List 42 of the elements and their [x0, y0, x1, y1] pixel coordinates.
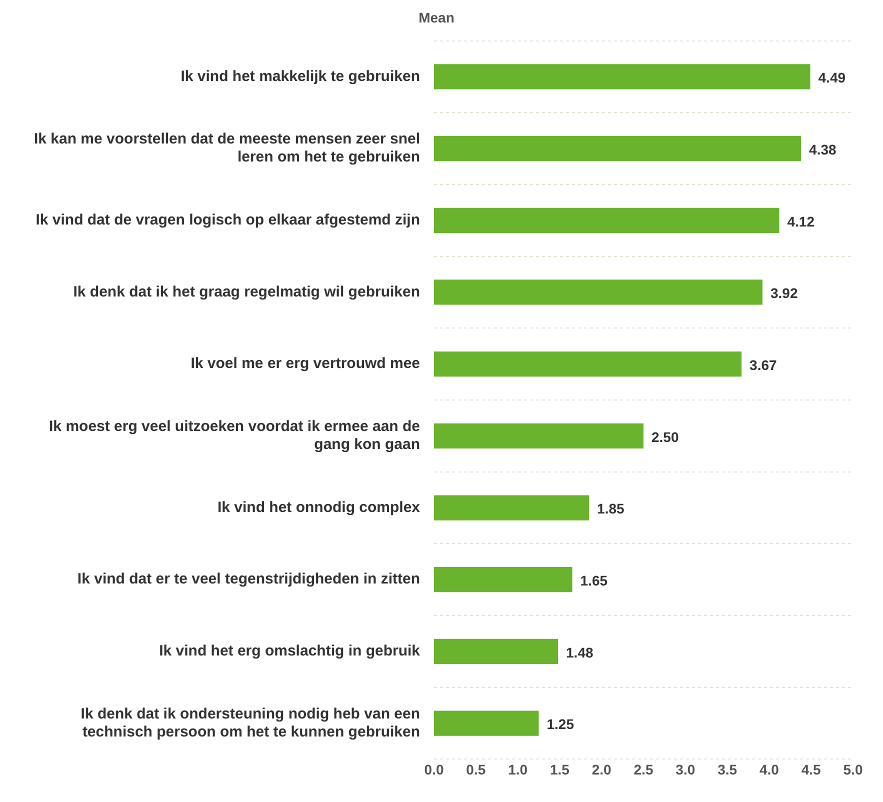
x-tick-label: 1.0: [508, 761, 528, 778]
y-tick-label: Ik voel me er erg vertrouwd mee: [190, 355, 420, 372]
data-label: 1.85: [597, 500, 624, 517]
y-tick-label: Ik denk dat ik het graag regelmatig wil gebruiken: [73, 283, 420, 300]
data-label: 4.12: [787, 213, 815, 230]
data-label: 1.48: [566, 644, 594, 660]
y-tick-label: Ik vind het onnodig complex: [217, 498, 421, 516]
y-tick-label: Ik vind het erg omslachtig in gebruik: [159, 642, 421, 660]
bar: [434, 710, 539, 736]
x-tick-label: 4.5: [801, 761, 822, 778]
chart-title: Mean: [418, 9, 454, 26]
x-tick-label: 3.5: [718, 761, 738, 778]
bar: [434, 495, 590, 520]
data-label: 4.49: [818, 70, 846, 86]
y-tick-label: Ik moest erg veel uitzoeken voordat ik ermee aan de gang kon gaan: [49, 418, 420, 454]
x-tick-label: 5.0: [843, 761, 863, 778]
bar: [434, 567, 572, 592]
x-tick-label: 3.0: [676, 761, 696, 778]
y-tick-label: Ik vind het makkelijk te gebruiken: [180, 68, 420, 85]
y-tick-label: Ik vind dat er te veel tegenstrijdigheden in zitten: [77, 570, 420, 588]
bar: [434, 136, 802, 162]
y-tick-label: Ik denk dat ik ondersteuning nodig heb van een technisch persoon om het te kunnen gebruiken: [80, 705, 420, 740]
x-tick-label: 2.0: [592, 761, 612, 778]
data-label: 3.67: [750, 356, 778, 373]
data-label: 1.65: [580, 572, 608, 588]
bar: [434, 352, 742, 377]
bar: [434, 280, 762, 305]
bar: [434, 638, 558, 664]
y-tick-label: Ik kan me voorstellen dat de meeste mensen zeer snel leren om het te gebruiken: [34, 130, 420, 166]
x-tick-label: 1.5: [550, 761, 570, 778]
data-label: 4.38: [809, 141, 837, 158]
x-tick-label: 0.0: [424, 761, 444, 778]
bar: [434, 208, 780, 233]
x-tick-label: 0.5: [466, 761, 486, 778]
x-tick-label: 4.0: [759, 761, 780, 778]
data-label: 2.50: [652, 428, 679, 445]
bar: [434, 423, 644, 448]
data-label: 3.92: [770, 285, 798, 302]
x-tick-label: 2.5: [634, 761, 654, 778]
y-tick-label: Ik vind dat de vragen logisch op elkaar afgestemd zijn: [36, 212, 420, 229]
bar: [434, 64, 810, 90]
data-label: 1.25: [546, 716, 574, 732]
